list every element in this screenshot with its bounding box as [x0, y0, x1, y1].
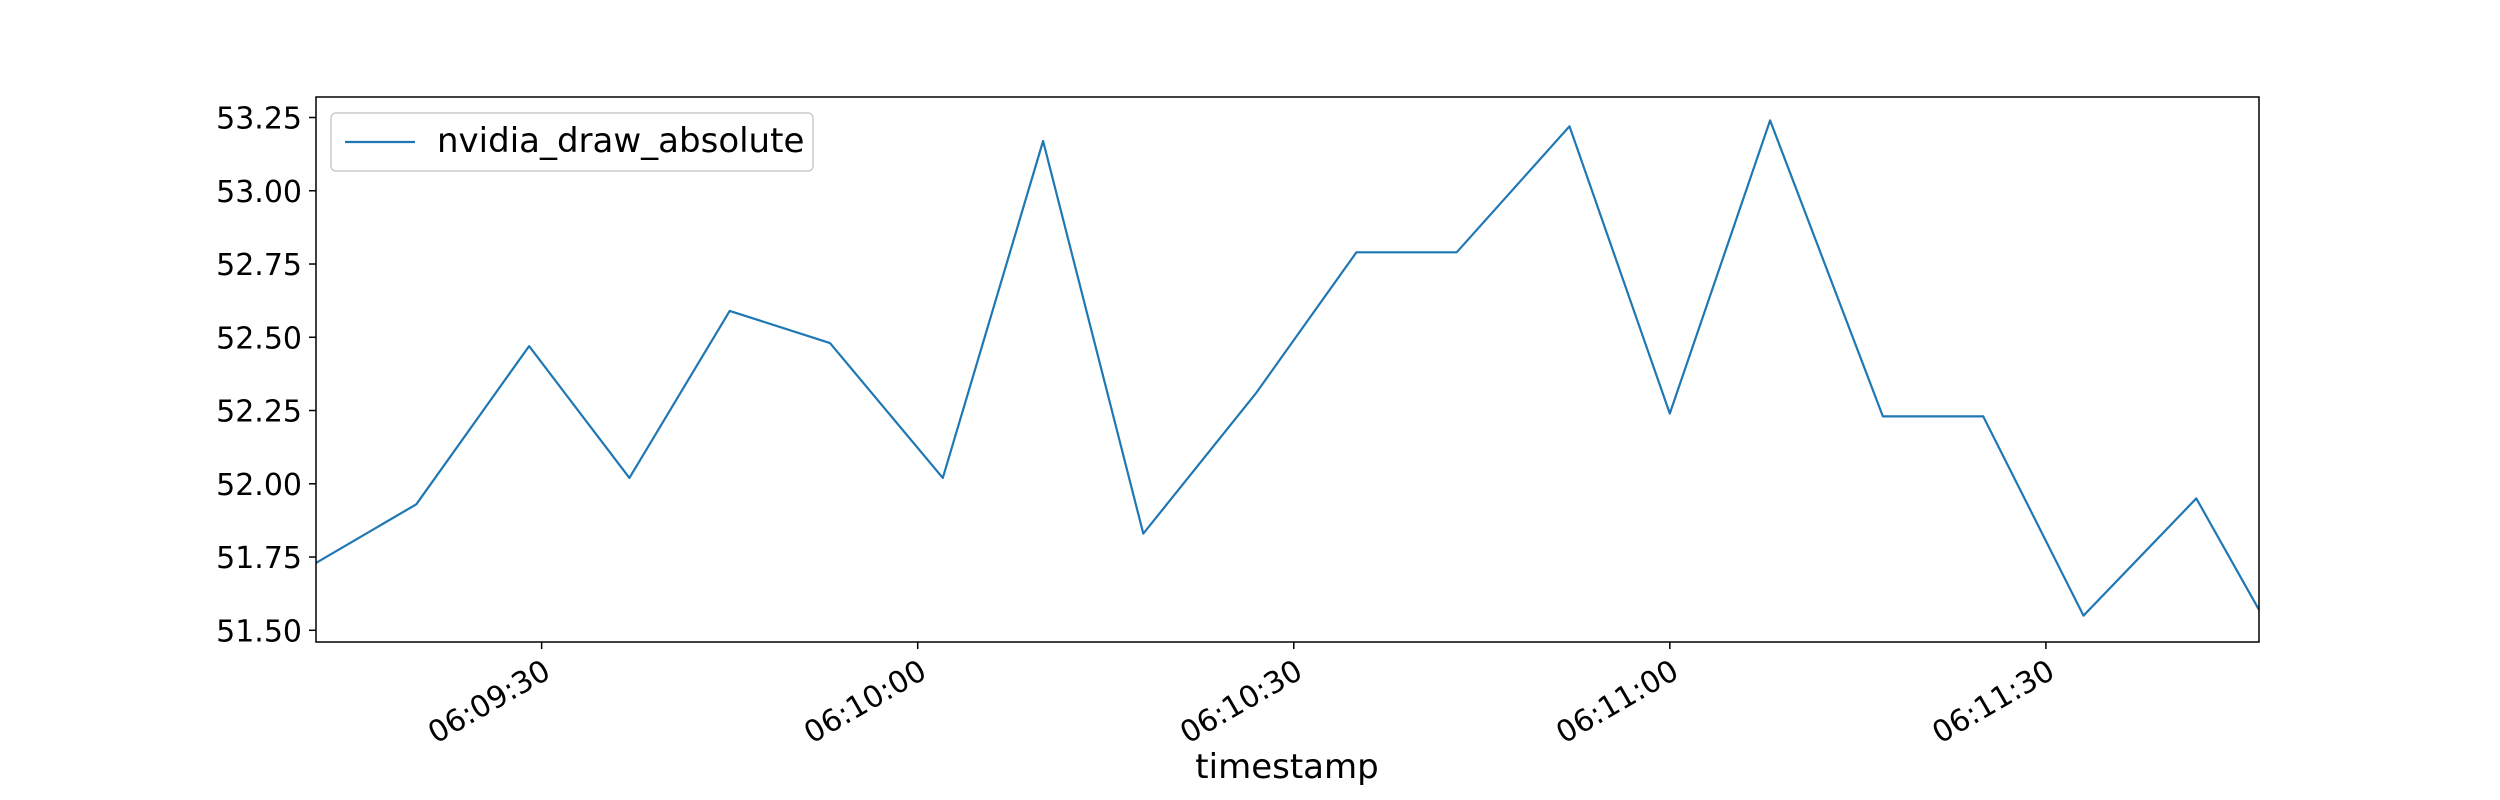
legend: nvidia_draw_absolute [330, 112, 814, 172]
y-tick-label: 52.00 [216, 468, 302, 503]
y-tick-label: 51.75 [216, 541, 302, 576]
y-tick-label: 53.00 [216, 175, 302, 210]
y-tick-label: 52.75 [216, 248, 302, 283]
y-tick-label: 52.50 [216, 321, 302, 356]
y-tick-label: 51.50 [216, 614, 302, 649]
plot-marks [315, 119, 2260, 617]
legend-box [330, 112, 814, 172]
series-line-0 [315, 119, 2260, 617]
legend-label: nvidia_draw_absolute [437, 121, 804, 161]
y-tick-label: 52.25 [216, 395, 302, 430]
y-tick-label: 53.25 [216, 102, 302, 137]
x-axis-title: timestamp [1195, 747, 1378, 787]
y-axis: 51.50 51.75 52.00 52.25 52.50 52.75 53.00 53.25 [216, 102, 316, 649]
plot-frame [315, 96, 2260, 643]
